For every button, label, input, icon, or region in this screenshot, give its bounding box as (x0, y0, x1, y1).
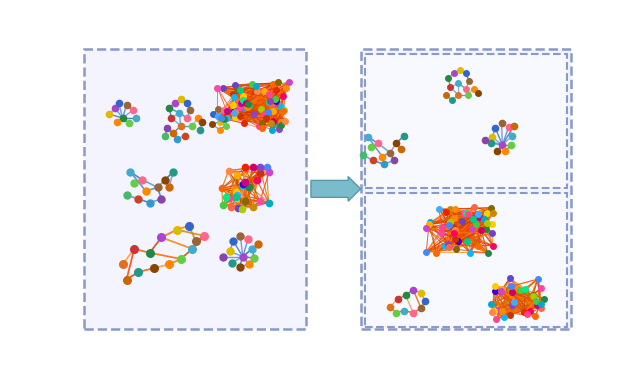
FancyArrow shape (311, 177, 360, 201)
FancyBboxPatch shape (365, 54, 566, 188)
FancyBboxPatch shape (84, 49, 307, 329)
FancyBboxPatch shape (360, 49, 572, 329)
FancyBboxPatch shape (365, 193, 566, 327)
